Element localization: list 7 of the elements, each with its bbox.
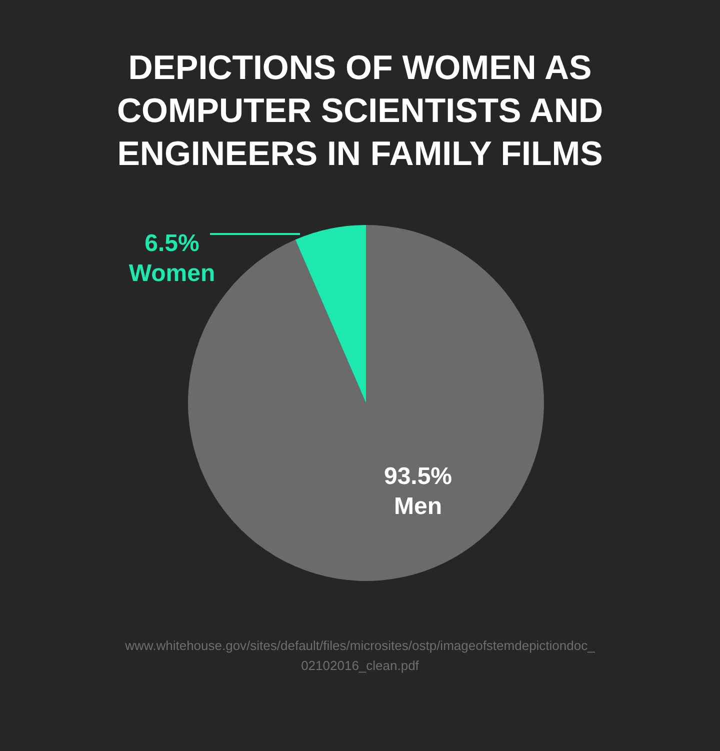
data-label: 93.5% <box>384 463 452 490</box>
data-label: 6.5% <box>144 230 200 257</box>
slice-label: Men <box>394 493 442 520</box>
text: www.whitehouse.gov/sites/default/files/microsites/ostp/imageofstemdepictiondoc_02102016_clean.pdf <box>124 638 596 673</box>
slice-label: Women <box>128 260 216 287</box>
pie-slice <box>295 225 366 403</box>
chart-title: DEPICTIONS OF WOMEN AS COMPUTER SCIENTISTS AND ENGINEERS IN FAMILY FILMS <box>116 49 604 173</box>
